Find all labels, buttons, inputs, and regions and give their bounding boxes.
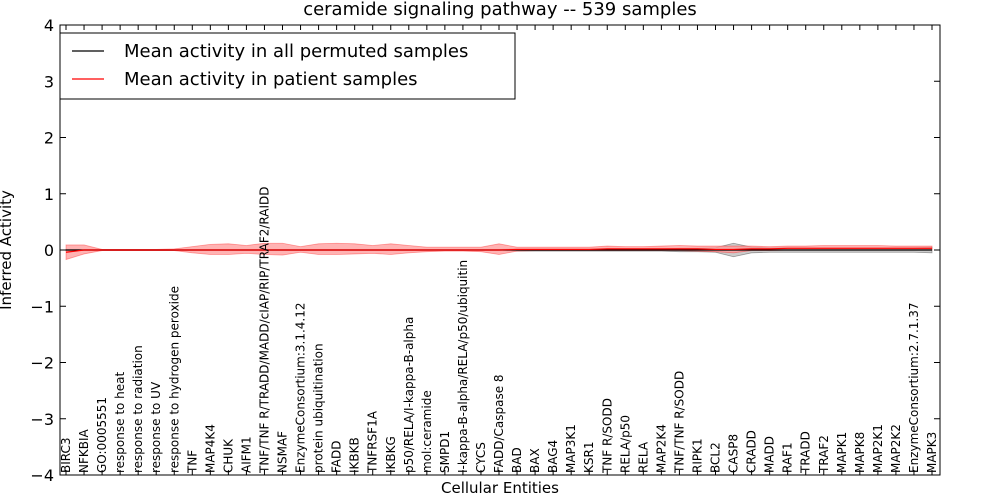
x-tick-label: NFKBIA bbox=[77, 428, 91, 473]
chart-title: ceramide signaling pathway -- 539 sample… bbox=[303, 0, 697, 20]
legend-box bbox=[59, 32, 516, 100]
x-tick-label: EnzymeConsortium:3.1.4.12 bbox=[294, 302, 308, 473]
x-tick-label: CRADD bbox=[745, 430, 759, 473]
x-tick-label: mol:ceramide bbox=[420, 390, 434, 473]
y-tick-label: 3 bbox=[44, 72, 54, 91]
y-axis-ticks: −4 −3 −2 −1 0 1 2 3 4 bbox=[30, 16, 940, 485]
x-tick-label: FADD bbox=[330, 441, 344, 474]
x-tick-label: CASP8 bbox=[727, 434, 741, 473]
x-tick-label: MADD bbox=[763, 436, 777, 473]
x-tick-label: CHUK bbox=[221, 438, 235, 473]
x-tick-label: response to UV bbox=[149, 381, 163, 473]
y-tick-label: 2 bbox=[44, 129, 54, 148]
legend: Mean activity in all permuted samples Me… bbox=[59, 32, 516, 100]
x-tick-label: TNF/TNF R/SODD bbox=[672, 371, 686, 474]
x-tick-label: RELA/p50 bbox=[618, 415, 632, 473]
x-tick-label: TRADD bbox=[799, 431, 813, 474]
x-tick-label: response to radiation bbox=[131, 345, 145, 473]
y-tick-label: 1 bbox=[44, 185, 54, 204]
x-tick-label: CYCS bbox=[474, 442, 488, 473]
y-axis-label: Inferred Activity bbox=[0, 190, 15, 310]
y-tick-label: −1 bbox=[30, 297, 54, 316]
x-tick-label: MAPK3 bbox=[925, 432, 939, 473]
x-tick-label: MAPK1 bbox=[835, 432, 849, 473]
x-tick-label: EnzymeConsortium:2.7.1.37 bbox=[907, 302, 921, 473]
x-tick-label: MAP2K1 bbox=[871, 424, 885, 473]
x-tick-label: response to heat bbox=[113, 371, 127, 473]
x-tick-label: BAD bbox=[510, 447, 524, 473]
series-line bbox=[65, 247, 932, 253]
x-tick-label: TNF/TNF R/TRADD/MADD/cIAP/RIP/TRAF2/RAID… bbox=[257, 187, 271, 475]
x-tick-label: protein ubiquitination bbox=[312, 343, 326, 473]
x-tick-label: RIPK1 bbox=[690, 438, 704, 473]
x-tick-label: MAP3K1 bbox=[564, 424, 578, 473]
x-tick-label: SMPD1 bbox=[438, 431, 452, 473]
x-tick-label: TNFRSF1A bbox=[366, 410, 380, 474]
legend-label-permuted: Mean activity in all permuted samples bbox=[124, 41, 468, 62]
x-tick-label: NSMAF bbox=[276, 431, 290, 473]
x-tick-label: MAP2K2 bbox=[889, 424, 903, 473]
x-tick-label: p50/RELA/I-kappa-B-alpha bbox=[402, 317, 416, 473]
y-tick-label: −4 bbox=[30, 466, 54, 485]
x-tick-label: IKBKB bbox=[348, 437, 362, 473]
y-tick-label: −3 bbox=[30, 410, 54, 429]
y-tick-label: 4 bbox=[44, 16, 54, 35]
x-tick-label: TNF R/SODD bbox=[600, 398, 614, 474]
x-tick-label: IKBKG bbox=[384, 436, 398, 473]
x-tick-label: BCL2 bbox=[709, 442, 723, 473]
confidence-bands bbox=[65, 242, 933, 261]
x-tick-label: response to hydrogen peroxide bbox=[167, 286, 181, 473]
x-tick-label: KSR1 bbox=[582, 442, 596, 473]
x-tick-label: AIFM1 bbox=[239, 436, 253, 473]
x-tick-label: TRAF2 bbox=[817, 435, 831, 474]
x-axis-label: Cellular Entities bbox=[441, 479, 559, 497]
legend-label-patient: Mean activity in patient samples bbox=[124, 69, 418, 90]
x-tick-label: MAPK8 bbox=[853, 432, 867, 473]
x-tick-label: RAF1 bbox=[781, 442, 795, 473]
x-tick-label: FADD/Caspase 8 bbox=[492, 374, 506, 473]
x-tick-label: I-kappa-B-alpha/RELA/p50/ubiquitin bbox=[456, 260, 470, 473]
x-tick-label: TNF bbox=[185, 450, 199, 474]
series-lines bbox=[65, 247, 932, 253]
x-tick-label: BAX bbox=[528, 448, 542, 473]
x-tick-label: MAP4K4 bbox=[203, 424, 217, 473]
x-tick-label: BIRC3 bbox=[59, 437, 73, 473]
x-tick-label: RELA bbox=[636, 441, 650, 473]
y-tick-label: 0 bbox=[44, 241, 54, 260]
x-axis-ticks: BIRC3 NFKBIA GO:0005551 response to heat res… bbox=[59, 25, 939, 475]
y-tick-label: −2 bbox=[30, 354, 54, 373]
x-tick-label: BAG4 bbox=[546, 440, 560, 473]
x-tick-label: MAP2K4 bbox=[654, 424, 668, 473]
x-tick-label: GO:0005551 bbox=[95, 397, 109, 473]
